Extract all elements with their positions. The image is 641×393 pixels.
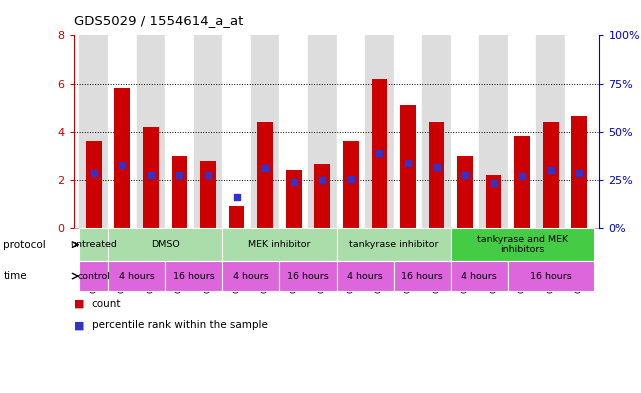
- Text: 16 hours: 16 hours: [287, 272, 329, 281]
- Bar: [422, 35, 451, 228]
- Point: [403, 160, 413, 166]
- Text: 4 hours: 4 hours: [233, 272, 269, 281]
- Bar: [543, 122, 558, 228]
- Text: ■: ■: [74, 299, 84, 309]
- Bar: [365, 35, 394, 228]
- Point: [146, 172, 156, 178]
- Text: MEK inhibitor: MEK inhibitor: [248, 240, 311, 249]
- Bar: [451, 228, 594, 261]
- Bar: [337, 228, 451, 261]
- Text: 4 hours: 4 hours: [347, 272, 383, 281]
- Bar: [400, 105, 416, 228]
- Point: [431, 163, 442, 170]
- Text: GDS5029 / 1554614_a_at: GDS5029 / 1554614_a_at: [74, 14, 243, 27]
- Bar: [314, 164, 330, 228]
- Point: [231, 193, 242, 200]
- Bar: [251, 35, 279, 228]
- Text: 4 hours: 4 hours: [462, 272, 497, 281]
- Bar: [115, 88, 130, 228]
- Bar: [343, 141, 359, 228]
- Bar: [572, 116, 587, 228]
- Bar: [137, 35, 165, 228]
- Text: tankyrase and MEK
inhibitors: tankyrase and MEK inhibitors: [477, 235, 568, 254]
- Bar: [108, 35, 137, 228]
- Bar: [143, 127, 159, 228]
- Bar: [165, 35, 194, 228]
- Bar: [79, 35, 108, 228]
- Bar: [537, 35, 565, 228]
- Text: 4 hours: 4 hours: [119, 272, 154, 281]
- Point: [545, 167, 556, 173]
- Bar: [222, 261, 279, 291]
- Point: [260, 165, 271, 171]
- Point: [374, 150, 385, 156]
- Bar: [165, 261, 222, 291]
- Text: untreated: untreated: [71, 240, 117, 249]
- Text: control: control: [78, 272, 110, 281]
- Text: 16 hours: 16 hours: [401, 272, 443, 281]
- Point: [174, 172, 185, 178]
- Text: percentile rank within the sample: percentile rank within the sample: [92, 320, 267, 330]
- Bar: [279, 35, 308, 228]
- Bar: [514, 136, 530, 228]
- Point: [488, 180, 499, 187]
- Text: count: count: [92, 299, 121, 309]
- Bar: [257, 122, 273, 228]
- Bar: [508, 261, 594, 291]
- Bar: [229, 206, 244, 228]
- Bar: [286, 170, 301, 228]
- Bar: [86, 141, 101, 228]
- Bar: [394, 35, 422, 228]
- Bar: [372, 79, 387, 228]
- Bar: [79, 261, 108, 291]
- Point: [117, 162, 128, 169]
- Point: [288, 179, 299, 185]
- Point: [88, 169, 99, 176]
- Bar: [337, 261, 394, 291]
- Bar: [565, 35, 594, 228]
- Bar: [508, 35, 537, 228]
- Bar: [194, 35, 222, 228]
- Text: ■: ■: [74, 320, 84, 330]
- Bar: [172, 156, 187, 228]
- Point: [203, 172, 213, 178]
- Bar: [337, 35, 365, 228]
- Text: tankyrase inhibitor: tankyrase inhibitor: [349, 240, 438, 249]
- Bar: [279, 261, 337, 291]
- Bar: [308, 35, 337, 228]
- Point: [517, 173, 528, 179]
- Bar: [394, 261, 451, 291]
- Bar: [451, 261, 508, 291]
- Text: 16 hours: 16 hours: [530, 272, 572, 281]
- Text: time: time: [3, 271, 27, 281]
- Point: [317, 176, 328, 183]
- Bar: [479, 35, 508, 228]
- Bar: [486, 175, 501, 228]
- Bar: [108, 261, 165, 291]
- Text: protocol: protocol: [3, 240, 46, 250]
- Text: 16 hours: 16 hours: [173, 272, 215, 281]
- Bar: [429, 122, 444, 228]
- Bar: [108, 228, 222, 261]
- Bar: [451, 35, 479, 228]
- Bar: [79, 228, 108, 261]
- Point: [574, 169, 585, 176]
- Bar: [457, 156, 473, 228]
- Point: [345, 175, 356, 182]
- Bar: [222, 228, 337, 261]
- Bar: [200, 160, 216, 228]
- Bar: [222, 35, 251, 228]
- Point: [460, 172, 470, 178]
- Text: DMSO: DMSO: [151, 240, 179, 249]
